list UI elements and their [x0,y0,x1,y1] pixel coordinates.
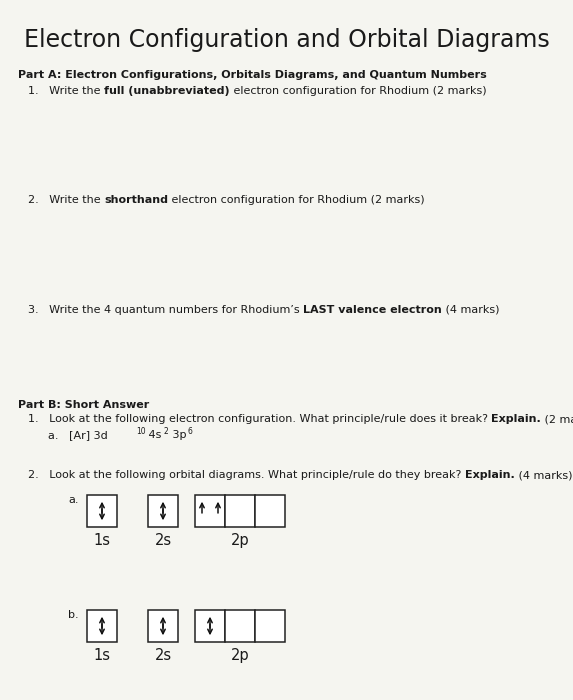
Text: Part A: Electron Configurations, Orbitals Diagrams, and Quantum Numbers: Part A: Electron Configurations, Orbital… [18,70,486,80]
Text: 2.   Write the: 2. Write the [28,195,104,205]
Text: (2 marks): (2 marks) [541,414,573,424]
Text: Electron Configuration and Orbital Diagrams: Electron Configuration and Orbital Diagr… [23,28,550,52]
Text: 3.   Write the 4 quantum numbers for Rhodium’s: 3. Write the 4 quantum numbers for Rhodi… [28,305,303,315]
Text: 2: 2 [163,427,168,436]
Text: 2p: 2p [231,533,249,548]
Text: b.: b. [68,610,79,620]
Text: 2p: 2p [231,648,249,663]
Bar [87,610,117,642]
Text: 2s: 2s [155,648,171,663]
Text: 4s: 4s [145,430,162,440]
Text: (4 marks): (4 marks) [515,470,572,480]
Text: shorthand: shorthand [104,195,168,205]
Text: a.: a. [68,495,79,505]
Text: electron configuration for Rhodium (2 marks): electron configuration for Rhodium (2 ma… [168,195,425,205]
Text: electron configuration for Rhodium (2 marks): electron configuration for Rhodium (2 ma… [230,86,486,96]
Text: (4 marks): (4 marks) [442,305,500,315]
Text: LAST valence electron: LAST valence electron [303,305,442,315]
Bar [195,495,225,527]
Text: Explain.: Explain. [492,414,541,424]
Text: 1s: 1s [93,533,111,548]
Bar [195,610,225,642]
Text: 1.   Write the: 1. Write the [28,86,104,96]
Bar [148,495,178,527]
Text: Explain.: Explain. [465,470,515,480]
Text: 1.   Look at the following electron configuration. What principle/rule does it b: 1. Look at the following electron config… [28,414,492,424]
Bar [255,610,285,642]
Bar [255,495,285,527]
Text: a.   [Ar] 3d: a. [Ar] 3d [48,430,108,440]
Text: full (unabbreviated): full (unabbreviated) [104,86,230,96]
Bar [225,495,255,527]
Bar [148,610,178,642]
Text: 2s: 2s [155,533,171,548]
Bar [225,610,255,642]
Text: 2.   Look at the following orbital diagrams. What principle/rule do they break?: 2. Look at the following orbital diagram… [28,470,465,480]
Text: 3p: 3p [169,430,186,440]
Bar [87,495,117,527]
Text: 10: 10 [136,427,146,436]
Text: 1s: 1s [93,648,111,663]
Text: Part B: Short Answer: Part B: Short Answer [18,400,149,410]
Text: 6: 6 [187,427,192,436]
